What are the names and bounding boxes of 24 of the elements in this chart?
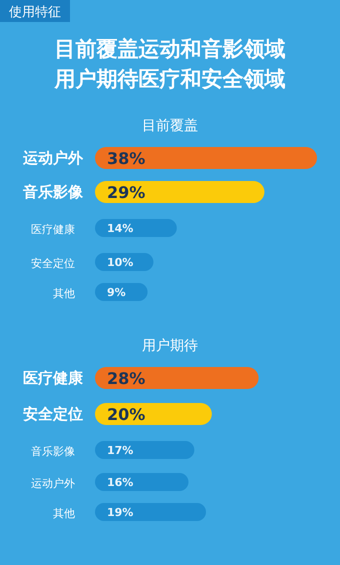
chart-subtitle: 目前覆盖 — [142, 118, 198, 134]
y-tick-label: 安全定位 — [31, 257, 75, 270]
y-tick-label: 安全定位 — [23, 405, 83, 423]
y-tick-label: 医疗健康 — [23, 369, 84, 387]
data-label: 16% — [107, 476, 134, 489]
data-label: 28% — [107, 369, 146, 388]
data-label: 19% — [107, 506, 134, 519]
chart-title: 目前覆盖运动和音影领域用户期待医疗和安全领域 — [54, 37, 286, 91]
data-label: 20% — [107, 405, 146, 424]
data-label: 38% — [107, 149, 146, 168]
y-tick-label: 运动户外 — [22, 149, 84, 167]
data-label: 10% — [107, 256, 134, 269]
data-label: 14% — [107, 222, 134, 235]
y-tick-label: 医疗健康 — [31, 223, 75, 236]
y-tick-label: 音乐影像 — [22, 183, 84, 201]
y-tick-label: 其他 — [53, 287, 75, 300]
chart-title: 用户期待 — [142, 338, 198, 354]
data-label: 17% — [107, 444, 134, 457]
y-tick-label: 音乐影像 — [31, 445, 75, 458]
y-tick-label: 运动户外 — [31, 477, 75, 490]
data-label: 9% — [107, 286, 126, 299]
data-label: 29% — [107, 183, 146, 202]
y-tick-label: 其他 — [53, 507, 75, 520]
text: 使用特征 — [9, 5, 61, 20]
